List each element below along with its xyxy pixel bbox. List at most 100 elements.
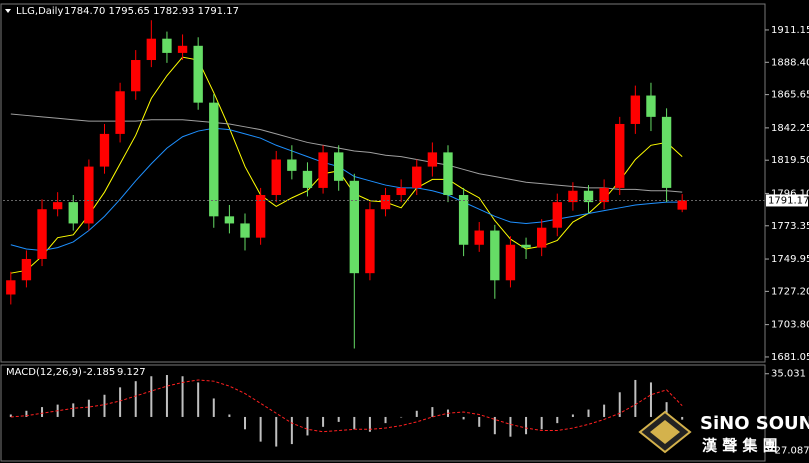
macd-panel (0, 364, 766, 462)
y-tick-label: 35.031 (771, 369, 806, 380)
candle-body (380, 195, 391, 210)
macd-bar (681, 416, 684, 420)
candle-body (568, 190, 578, 203)
candle-body (287, 159, 297, 171)
macd-bar (9, 414, 12, 417)
macd-value: -2.185 (83, 367, 115, 378)
macd-bar (25, 410, 28, 417)
macd-bar (478, 416, 481, 427)
macd-bar (165, 375, 168, 417)
macd-bar (587, 409, 590, 417)
ohlc-label: 1784.70 1795.65 1782.93 1791.17 (64, 6, 239, 17)
macd-bar (556, 416, 559, 424)
macd-bar (368, 416, 371, 432)
macd-bar (431, 407, 434, 417)
macd-bar (306, 416, 309, 436)
candle-body (162, 38, 172, 53)
macd-bar (634, 379, 637, 417)
candle-body (521, 244, 531, 248)
candle-body (490, 230, 500, 281)
candle-body (646, 95, 656, 117)
candle-body (37, 209, 47, 259)
y-tick-label: 1703.80 (771, 320, 809, 331)
candle-body (68, 202, 78, 224)
logo-inner (650, 420, 680, 444)
y-tick-label: 1911.15 (771, 25, 809, 36)
y-tick-label: 1819.50 (771, 155, 809, 166)
y-tick-label: 1842.25 (771, 123, 809, 134)
macd-bar (244, 416, 247, 430)
candle-body (552, 202, 562, 228)
logo-chinese: 漢 聲 集 團 (702, 437, 778, 455)
macd-bar (384, 416, 387, 424)
candle-body (365, 209, 375, 274)
candle-body (52, 202, 63, 210)
y-tick-label: 1888.40 (771, 57, 809, 68)
y-tick-label: 1681.05 (771, 352, 809, 363)
candle-body (599, 187, 609, 203)
candle-body (84, 166, 94, 224)
candle-body (677, 200, 687, 210)
macd-bar (197, 382, 200, 417)
candle-body (146, 38, 157, 61)
macd-bar (493, 416, 496, 435)
macd-bar (228, 414, 231, 417)
candle-body (615, 123, 625, 188)
candle-body (536, 227, 547, 248)
y-tick-label: 1773.35 (771, 221, 809, 232)
macd-bar (665, 402, 668, 417)
candle-body (427, 152, 438, 167)
macd-bar (259, 416, 262, 442)
macd-title: MACD(12,26,9) (6, 367, 82, 378)
candle-body (271, 159, 281, 196)
macd-bar (540, 416, 543, 430)
candle-body (177, 45, 188, 53)
y-tick-label: 1749.95 (771, 254, 809, 265)
logo-text: SiNO SOUND (700, 413, 809, 434)
y-tick-label: 1865.65 (771, 90, 809, 101)
y-tick-label: -27.087 (771, 445, 809, 456)
candle-body (255, 195, 266, 238)
candle-body (131, 60, 141, 92)
macd-bar (134, 381, 137, 417)
macd-bar (290, 416, 293, 445)
macd-bar (603, 404, 606, 417)
price-tag (766, 194, 808, 207)
moving-average (10, 56, 683, 274)
chart-title: LLG,Daily (16, 6, 63, 17)
y-tick-label: 1727.20 (771, 286, 809, 297)
macd-bar (525, 416, 528, 435)
macd-signal-value: 9.127 (117, 367, 146, 378)
logo: SiNO SOUND 漢 聲 集 團 (638, 410, 809, 455)
macd-bar (103, 394, 106, 417)
candle-body (505, 244, 516, 281)
macd-bar (41, 407, 44, 417)
macd-bar (181, 376, 184, 417)
macd-bar (212, 398, 215, 417)
macd-bar (400, 416, 403, 418)
candle-body (209, 102, 219, 217)
candle-body (443, 152, 453, 196)
macd-bar (353, 416, 356, 430)
candle-body (458, 195, 469, 245)
macd-bar (618, 392, 621, 417)
candle-body (99, 133, 110, 167)
macd-bar (87, 399, 90, 417)
candle-body (661, 116, 672, 188)
price-tag-label: 1791.17 (768, 195, 809, 206)
macd-bar (462, 416, 465, 420)
macd-bar (509, 416, 512, 437)
moving-average (10, 127, 683, 251)
signal-line (10, 379, 683, 433)
macd-bar (150, 376, 153, 417)
candle-body (396, 187, 406, 196)
candle-body (474, 230, 484, 245)
macd-bar (649, 382, 652, 417)
candle-body (318, 152, 328, 188)
macd-bar (275, 416, 278, 447)
candle-body (412, 166, 422, 188)
candle-body (6, 280, 16, 295)
main-panel (0, 3, 766, 363)
